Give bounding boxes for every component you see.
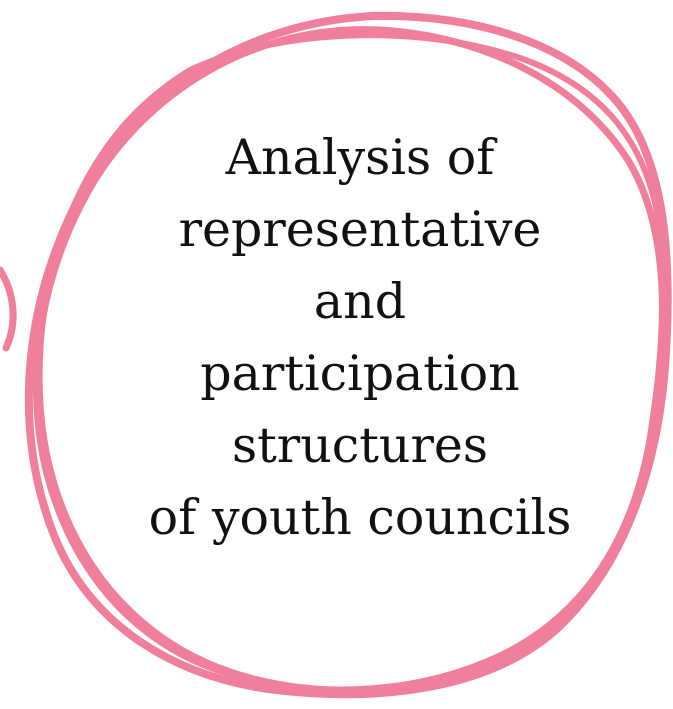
title-line-5: structures [231,417,489,474]
scribble-loop-third [36,32,669,693]
title-line-3: and [313,273,407,330]
title-line-6: of youth councils [148,489,572,546]
title-line-2: representative [178,201,542,258]
title: Analysis of representative and participa… [100,122,620,554]
title-line-4: participation [200,345,520,402]
title-line-1: Analysis of [225,129,495,186]
scribble-arc-left [0,266,17,352]
